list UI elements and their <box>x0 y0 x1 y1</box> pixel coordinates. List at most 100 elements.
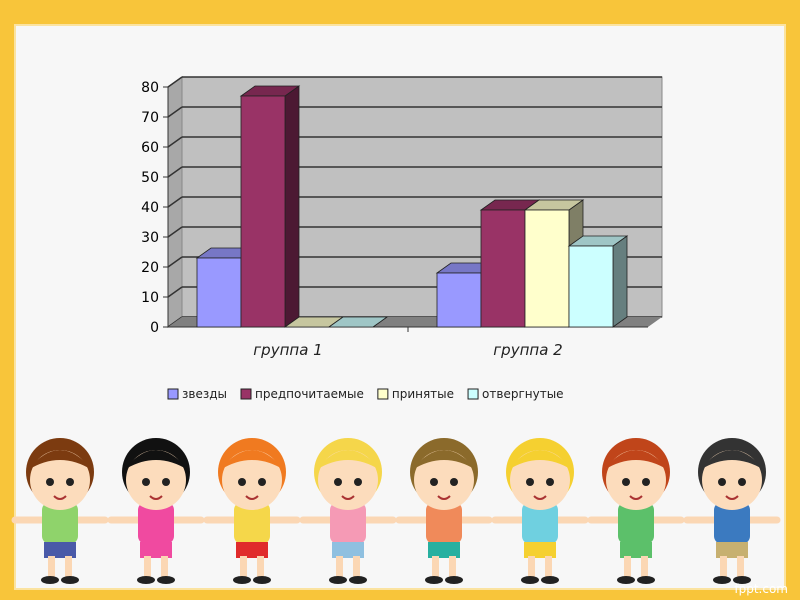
kid-shirt <box>522 502 558 544</box>
bar-1-3 <box>568 245 614 328</box>
gridline <box>167 106 183 118</box>
kid-eye <box>718 478 726 486</box>
kid-mouth <box>533 495 547 500</box>
bar-1-2 <box>524 209 570 328</box>
gridline <box>167 286 183 298</box>
kid-mouth <box>437 495 451 500</box>
kid-eye <box>622 478 630 486</box>
kid-leg <box>144 556 151 578</box>
kid-leg <box>257 556 264 578</box>
kid-face <box>414 450 474 510</box>
kid-shirt <box>426 502 462 544</box>
kid-shoe <box>137 576 155 584</box>
kid-shoe <box>445 576 463 584</box>
kid-shorts <box>44 542 76 558</box>
kid-bangs <box>316 450 380 470</box>
x-tick-label: группа 2 <box>493 341 562 359</box>
kid-eye <box>526 478 534 486</box>
kid-mouth <box>53 495 67 500</box>
kid-face <box>30 450 90 510</box>
kid-eye <box>162 478 170 486</box>
y-tick-label: 70 <box>141 110 159 126</box>
kid-mouth <box>245 495 259 500</box>
legend-swatch <box>377 388 389 400</box>
kid-mouth <box>629 495 643 500</box>
bar-side <box>284 85 300 328</box>
kid-bangs <box>604 450 668 470</box>
kid-shirt <box>714 502 750 544</box>
footer-watermark: fppt.com <box>734 582 788 596</box>
kid-eye <box>738 478 746 486</box>
kid-shoe <box>61 576 79 584</box>
kid-face <box>318 450 378 510</box>
bar-0-1 <box>240 95 286 328</box>
kid-face <box>702 450 762 510</box>
gridline <box>167 256 183 268</box>
bar-top <box>327 316 389 328</box>
y-tick-label: 80 <box>141 80 159 96</box>
kid-mouth <box>341 495 355 500</box>
kid-leg <box>353 556 360 578</box>
kid-mouth <box>149 495 163 500</box>
y-tick-label: 60 <box>141 140 159 156</box>
kid-shorts <box>716 542 748 558</box>
kid-eye <box>334 478 342 486</box>
kid-bangs <box>508 450 572 470</box>
legend-label: предпочитаемые <box>255 387 364 401</box>
kid-shoe <box>157 576 175 584</box>
kid-eye <box>142 478 150 486</box>
bar-0-0 <box>196 257 242 328</box>
y-tick-label: 40 <box>141 200 159 216</box>
kid-shoe <box>733 576 751 584</box>
kid-mouth <box>725 495 739 500</box>
kid-eye <box>238 478 246 486</box>
kid-eye <box>450 478 458 486</box>
legend-swatch <box>167 388 179 400</box>
kid-shoe <box>349 576 367 584</box>
kid-leg <box>545 556 552 578</box>
kid-shirt <box>330 502 366 544</box>
bar-side <box>612 235 628 328</box>
gridline <box>167 76 183 88</box>
kid-leg <box>449 556 456 578</box>
kid-face <box>126 450 186 510</box>
kid-bangs <box>28 450 92 470</box>
kid-eye <box>546 478 554 486</box>
gridline <box>167 166 183 178</box>
kid-leg <box>336 556 343 578</box>
kid-shirt <box>234 502 270 544</box>
y-tick-label: 30 <box>141 230 159 246</box>
gridline <box>167 136 183 148</box>
bar-1-0 <box>436 272 482 328</box>
kid-bangs <box>220 450 284 470</box>
kid-leg <box>432 556 439 578</box>
kid-shoe <box>637 576 655 584</box>
kid-face <box>606 450 666 510</box>
bar-1-1 <box>480 209 526 328</box>
y-tick-label: 20 <box>141 260 159 276</box>
kid-bangs <box>412 450 476 470</box>
kid-leg <box>48 556 55 578</box>
kid-leg <box>641 556 648 578</box>
kid-shoe <box>425 576 443 584</box>
kid-shirt <box>618 502 654 544</box>
y-tick-label: 0 <box>150 320 159 336</box>
legend-label: отвергнутые <box>482 387 564 401</box>
kid-eye <box>430 478 438 486</box>
kid-eye <box>46 478 54 486</box>
kid-eye <box>354 478 362 486</box>
legend-swatch <box>467 388 479 400</box>
kid-leg <box>161 556 168 578</box>
y-tick-label: 50 <box>141 170 159 186</box>
kid-leg <box>720 556 727 578</box>
gridline <box>167 196 183 208</box>
kid-shoe <box>521 576 539 584</box>
kid-shoe <box>617 576 635 584</box>
kid-shoe <box>713 576 731 584</box>
kid-leg <box>240 556 247 578</box>
kid-shoe <box>233 576 251 584</box>
kid-shoe <box>253 576 271 584</box>
kid-shoe <box>329 576 347 584</box>
kid-face <box>222 450 282 510</box>
kid-eye <box>258 478 266 486</box>
